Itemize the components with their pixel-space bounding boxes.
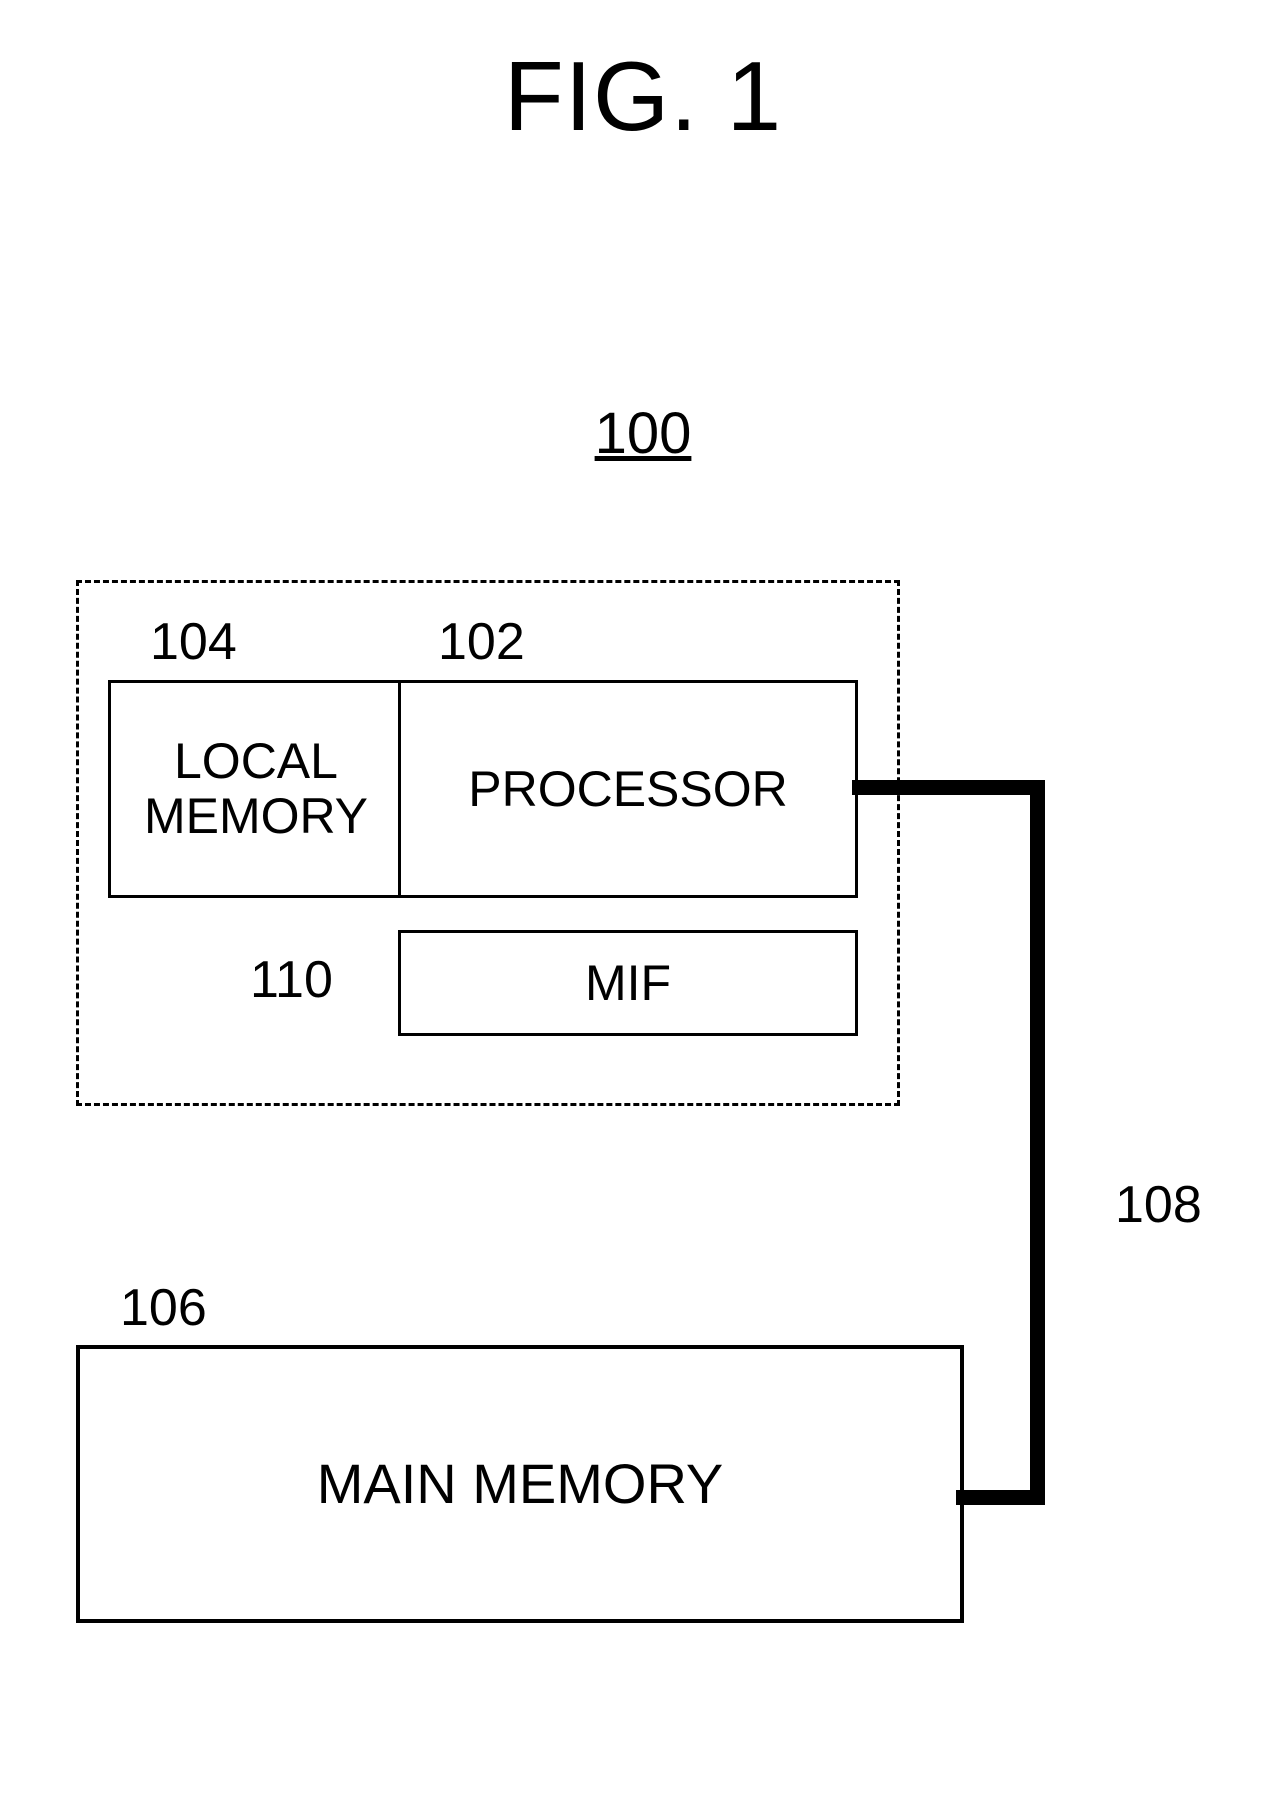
main-memory-block: MAIN MEMORY	[76, 1345, 964, 1623]
local-memory-block: LOCAL MEMORY	[108, 680, 404, 898]
local-memory-label: LOCAL MEMORY	[144, 734, 368, 844]
processor-ref: 102	[438, 612, 525, 672]
system-ref-label: 100	[0, 400, 1286, 467]
local-memory-ref: 104	[150, 612, 237, 672]
bus-ref: 108	[1115, 1175, 1202, 1235]
mif-ref: 110	[250, 950, 333, 1010]
bus-vertical	[1030, 780, 1045, 1505]
mif-block: MIF	[398, 930, 858, 1036]
processor-label: PROCESSOR	[468, 762, 788, 817]
bus-top-horizontal	[852, 780, 1045, 795]
bus-bottom-horizontal	[956, 1490, 1045, 1505]
main-memory-label: MAIN MEMORY	[317, 1453, 724, 1515]
mif-label: MIF	[585, 956, 671, 1011]
main-memory-ref: 106	[120, 1278, 207, 1338]
figure-title: FIG. 1	[0, 40, 1286, 153]
processor-block: PROCESSOR	[398, 680, 858, 898]
